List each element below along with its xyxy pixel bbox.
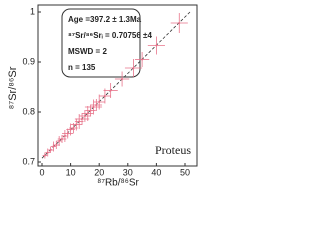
point [98,101,101,103]
point [95,104,98,106]
point [89,109,92,112]
y-tick-label: 1 [30,6,35,16]
point [103,95,106,97]
annotation: MSWD = 2 [68,47,107,56]
point [72,127,75,129]
annotation-box [61,8,141,78]
x-tick-label: 30 [123,167,133,177]
plot-frame [37,4,198,167]
point [155,44,158,47]
y-axis-label: ⁸⁷Sr/⁸⁶Sr [7,66,19,109]
point [66,132,69,135]
chart: ⁸⁷Sr/⁸⁶Sr ⁸⁷Rb/⁸⁶Sr Proteus 0 10 20 30 40 50 0… [7,4,198,189]
x-tick-label: 50 [180,167,190,177]
y-tick-label: 0.9 [22,56,35,66]
annotation: ⁸⁷Sr/⁸⁶Srᵢ = 0.70756 ±4 [68,31,152,40]
annotation: n = 135 [68,63,96,72]
x-tick-label: 40 [151,167,161,177]
point [141,58,144,61]
point [83,115,86,117]
point [178,22,181,24]
point [55,144,58,146]
x-tick-label: 10 [66,167,76,177]
point [78,120,81,123]
point [69,128,72,131]
x-axis-label: ⁸⁷Rb/⁸⁶Sr [97,178,139,189]
point [58,140,61,142]
x-tick-label: 20 [94,167,104,177]
point [46,151,49,154]
point [75,123,78,126]
point [43,154,46,157]
point [61,138,64,140]
annotation: Age =397.2 ± 1.3Ma [68,15,142,24]
y-tick-label: 0.7 [22,156,35,166]
x-tick-label: 0 [39,167,44,177]
point [81,118,84,120]
point [52,145,55,148]
chart-label: Proteus [155,143,191,157]
y-tick-label: 0.8 [22,106,35,116]
point [121,78,124,80]
point [92,106,95,108]
point [63,135,66,137]
point [132,67,135,69]
point [109,89,112,92]
point [86,112,89,115]
point [49,149,52,151]
